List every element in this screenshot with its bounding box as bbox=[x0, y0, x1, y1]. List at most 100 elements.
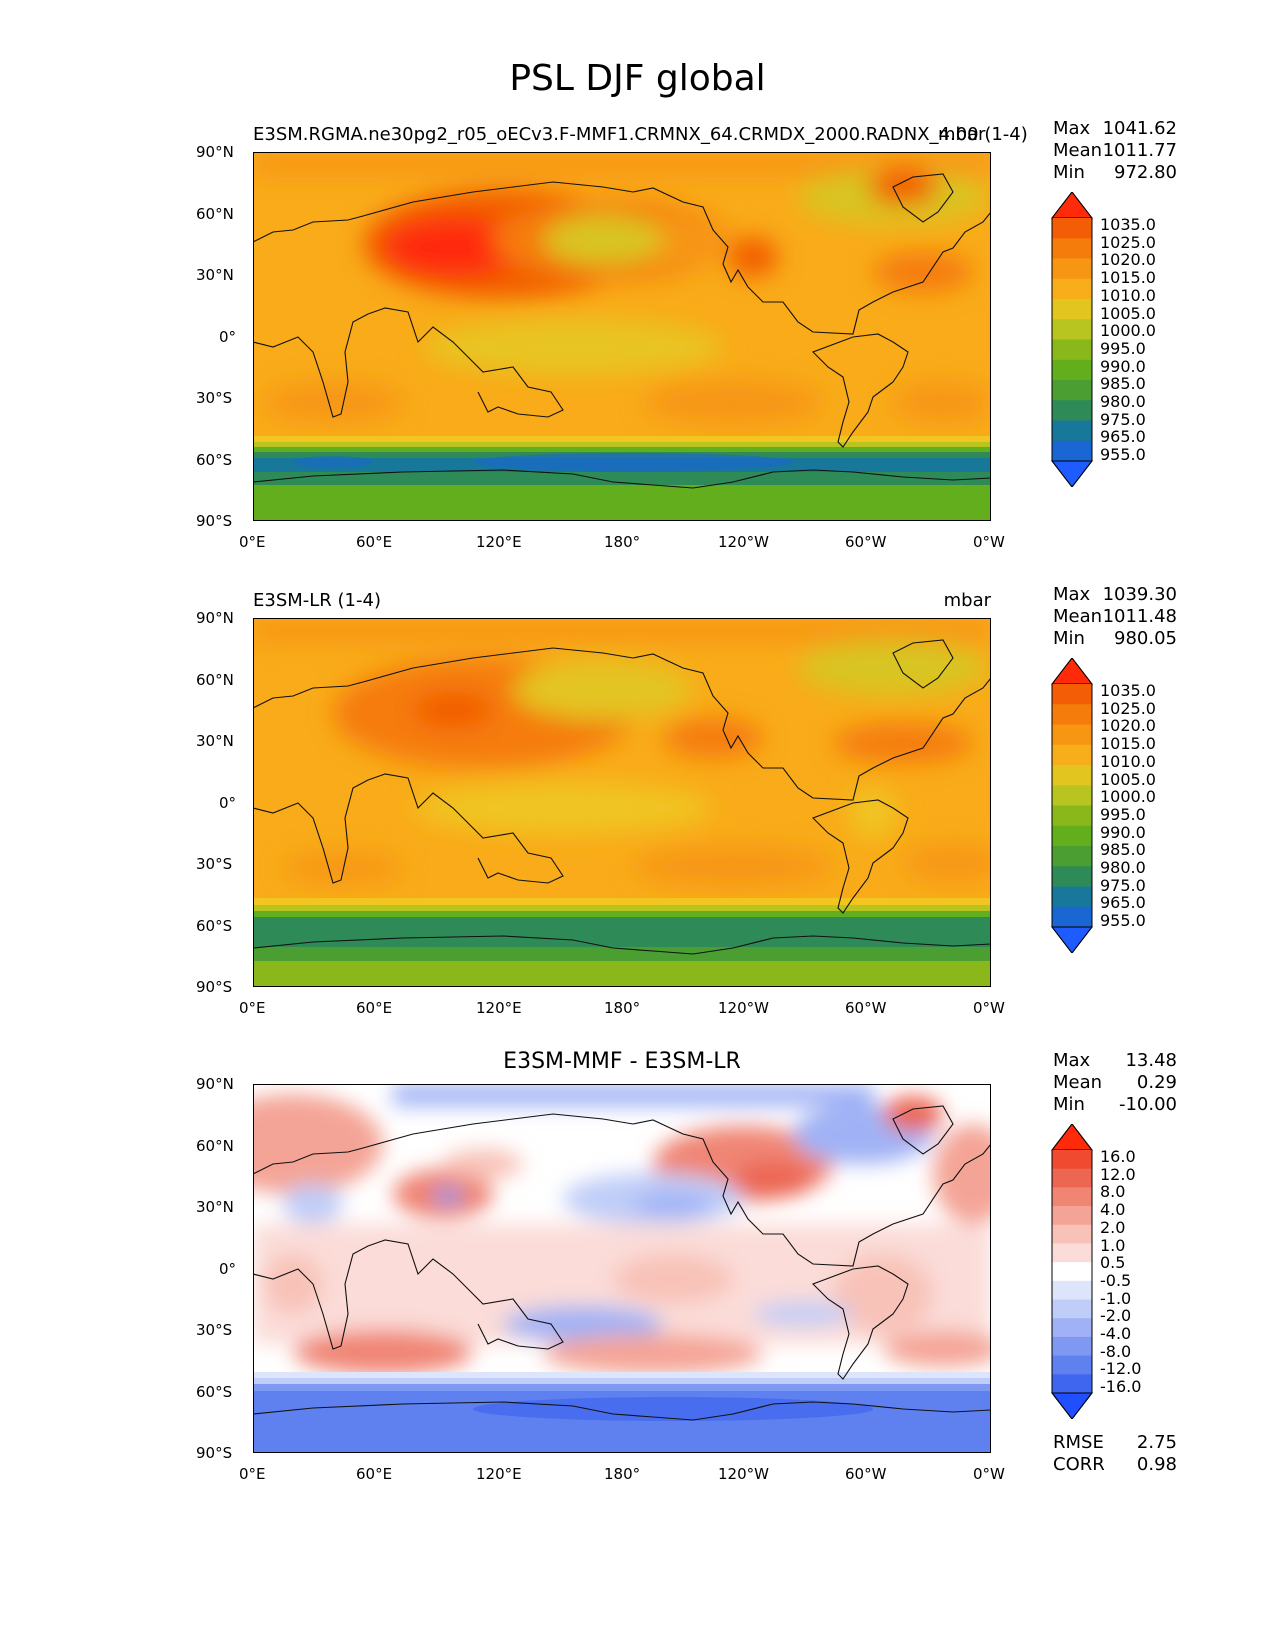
panel2-colorbar-segment bbox=[1052, 825, 1092, 847]
panel1-lon-tick: 120°W bbox=[718, 533, 769, 551]
panel1-colorbar-label: 975.0 bbox=[1100, 409, 1146, 429]
panel3-northern-coast bbox=[253, 1113, 991, 1267]
panel1-stat-min: 972.80 bbox=[1114, 162, 1177, 183]
panel3-band-minus05 bbox=[253, 1372, 991, 1378]
panel3-lat-tick: 90°N bbox=[196, 1075, 234, 1093]
panel3-stat-min-label: Min bbox=[1053, 1094, 1085, 1115]
panel3-greenland bbox=[892, 1105, 954, 1155]
panel3-lat-tick: 90°S bbox=[196, 1444, 233, 1462]
panel3-colorbar-segment bbox=[1052, 1280, 1092, 1301]
panel2-colorbar-segment bbox=[1052, 846, 1092, 867]
panel2-colorbar-label: 985.0 bbox=[1100, 840, 1146, 860]
panel3-lon-tick: 180° bbox=[604, 1465, 641, 1483]
panel3-colorbar-label: 8.0 bbox=[1100, 1182, 1126, 1202]
panel2-band-985 bbox=[253, 947, 991, 961]
panel2-colorbar-segment bbox=[1052, 886, 1092, 908]
panel1-frame bbox=[253, 152, 991, 521]
panel3-map bbox=[253, 1084, 991, 1453]
panel3-band-minus1 bbox=[253, 1378, 991, 1384]
panel2-lon-tick: 120°E bbox=[476, 999, 522, 1017]
panel2-colorbar-segment bbox=[1052, 785, 1092, 806]
panel2-lat-tick: 30°S bbox=[196, 855, 233, 873]
panel3-colorbar-label: -12.0 bbox=[1100, 1359, 1142, 1379]
panel1-lat-tick: 60°N bbox=[196, 205, 234, 223]
panel3-colorbar-segment bbox=[1052, 1299, 1092, 1319]
panel1-stat-mean: 1011.77 bbox=[1102, 140, 1177, 161]
panel1-colorbar-label: 980.0 bbox=[1100, 392, 1146, 411]
panel1-colorbar-segment bbox=[1052, 218, 1092, 239]
panel3-colorbar-extend-bottom bbox=[1050, 1392, 1094, 1419]
panel1-lon-tick: 60°W bbox=[845, 533, 887, 551]
panel1-colorbar-segment bbox=[1052, 380, 1092, 401]
panel1-amundsen-low bbox=[473, 453, 793, 471]
panel2-aleutian-low bbox=[513, 660, 693, 720]
panel2-lat-tick: 0° bbox=[219, 794, 237, 812]
panel1-colorbar-label: 955.0 bbox=[1100, 445, 1146, 465]
panel2-colorbar-segment bbox=[1052, 724, 1092, 746]
panel2-colorbar-label: 975.0 bbox=[1100, 875, 1146, 895]
panel3-africa-asia-coast bbox=[253, 1239, 564, 1350]
panel2-colorbar-label: 1035.0 bbox=[1100, 681, 1156, 700]
panel3-band-minus4 bbox=[253, 1384, 991, 1391]
panel1-colorbar-label: 1010.0 bbox=[1100, 285, 1156, 305]
panel3-arctic-negative bbox=[393, 1084, 873, 1106]
panel2-lon-tick: 0°W bbox=[973, 999, 1005, 1017]
panel2-greenland bbox=[892, 639, 954, 689]
panel2-title-right: mbar bbox=[943, 590, 991, 611]
panel2-arctic-band bbox=[253, 618, 991, 642]
panel2-icelandic-low bbox=[798, 640, 988, 696]
panel3-stat-mean: 0.29 bbox=[1136, 1072, 1177, 1093]
panel1-colorbar-label: 1005.0 bbox=[1100, 303, 1156, 323]
panel2-colorbar-label: 995.0 bbox=[1100, 804, 1146, 824]
panel3-lon-tick: 0°W bbox=[973, 1465, 1005, 1483]
panel2-antarctica bbox=[253, 935, 991, 955]
panel1-title-right: mbar bbox=[938, 124, 986, 145]
panel1-colorbar-label: 990.0 bbox=[1100, 356, 1146, 376]
panel3-coastlines bbox=[253, 1105, 991, 1421]
panel2-colorbar-extend-bottom bbox=[1050, 926, 1094, 953]
panel2-colorbar-segment bbox=[1052, 744, 1092, 766]
panel3-colorbar-segment bbox=[1052, 1355, 1092, 1375]
panel3-colorbar-label: 16.0 bbox=[1100, 1147, 1136, 1166]
panel1-colorbar-segment bbox=[1052, 238, 1092, 259]
panel1-equatorial-low bbox=[423, 319, 723, 375]
panel3-australia-negative bbox=[503, 1306, 663, 1342]
panel1-lon-tick: 0°E bbox=[239, 533, 266, 551]
panel1-colorbar-label: 1015.0 bbox=[1100, 268, 1156, 288]
panel1-map bbox=[253, 152, 991, 521]
panel2-lat-tick: 60°S bbox=[196, 917, 233, 935]
panel3-colorbar-label: 2.0 bbox=[1100, 1217, 1126, 1237]
panel2-colorbar-label: 1005.0 bbox=[1100, 769, 1156, 789]
panel2-colorbar-segment bbox=[1052, 866, 1092, 887]
panel2-siberian-core bbox=[413, 692, 493, 728]
panel3-colorbar-segment bbox=[1052, 1336, 1092, 1357]
panel1-title-left: E3SM.RGMA.ne30pg2_r05_oECv3.F-MMF1.CRMNX… bbox=[253, 124, 1028, 145]
panel1-antarctica bbox=[253, 469, 991, 489]
panel2-stat-mean: 1011.48 bbox=[1102, 606, 1177, 627]
panel1-stat-max: 1041.62 bbox=[1102, 118, 1177, 139]
panel1-greenland-high bbox=[868, 169, 938, 205]
panel3-rmse-value: 2.75 bbox=[1136, 1432, 1177, 1453]
panel3-colorbar-segment bbox=[1052, 1224, 1092, 1244]
panel3-colorbar bbox=[1050, 1124, 1094, 1419]
panel2-colorbar-segment bbox=[1052, 765, 1092, 786]
panel3-antarctica bbox=[253, 1401, 991, 1421]
panel1-colorbar bbox=[1050, 192, 1094, 487]
panel3-corr-label: CORR bbox=[1053, 1454, 1105, 1475]
panel1-colorbar-segment bbox=[1052, 299, 1092, 320]
panel1-lat-tick: 30°N bbox=[196, 266, 234, 284]
panel1-colorbar-segment bbox=[1052, 400, 1092, 421]
panel3-lon-tick: 120°W bbox=[718, 1465, 769, 1483]
panel2-colorbar-label: 990.0 bbox=[1100, 822, 1146, 842]
panel3-title: E3SM-MMF - E3SM-LR bbox=[503, 1049, 741, 1074]
panel2-lon-tick: 120°W bbox=[718, 999, 769, 1017]
panel1-colorbar-label: 995.0 bbox=[1100, 338, 1146, 358]
panel1-colorbar-label: 985.0 bbox=[1100, 374, 1146, 394]
panel1-colorbar-segment bbox=[1052, 440, 1092, 462]
panel3-stat-min: -10.00 bbox=[1118, 1094, 1177, 1115]
panel2-lon-tick: 180° bbox=[604, 999, 641, 1017]
panel2-colorbar-label: 1010.0 bbox=[1100, 751, 1156, 771]
panel3-colorbar-segment bbox=[1052, 1243, 1092, 1263]
panel3-stat-mean-label: Mean bbox=[1053, 1072, 1103, 1093]
panel2-lat-tick: 90°S bbox=[196, 978, 233, 996]
